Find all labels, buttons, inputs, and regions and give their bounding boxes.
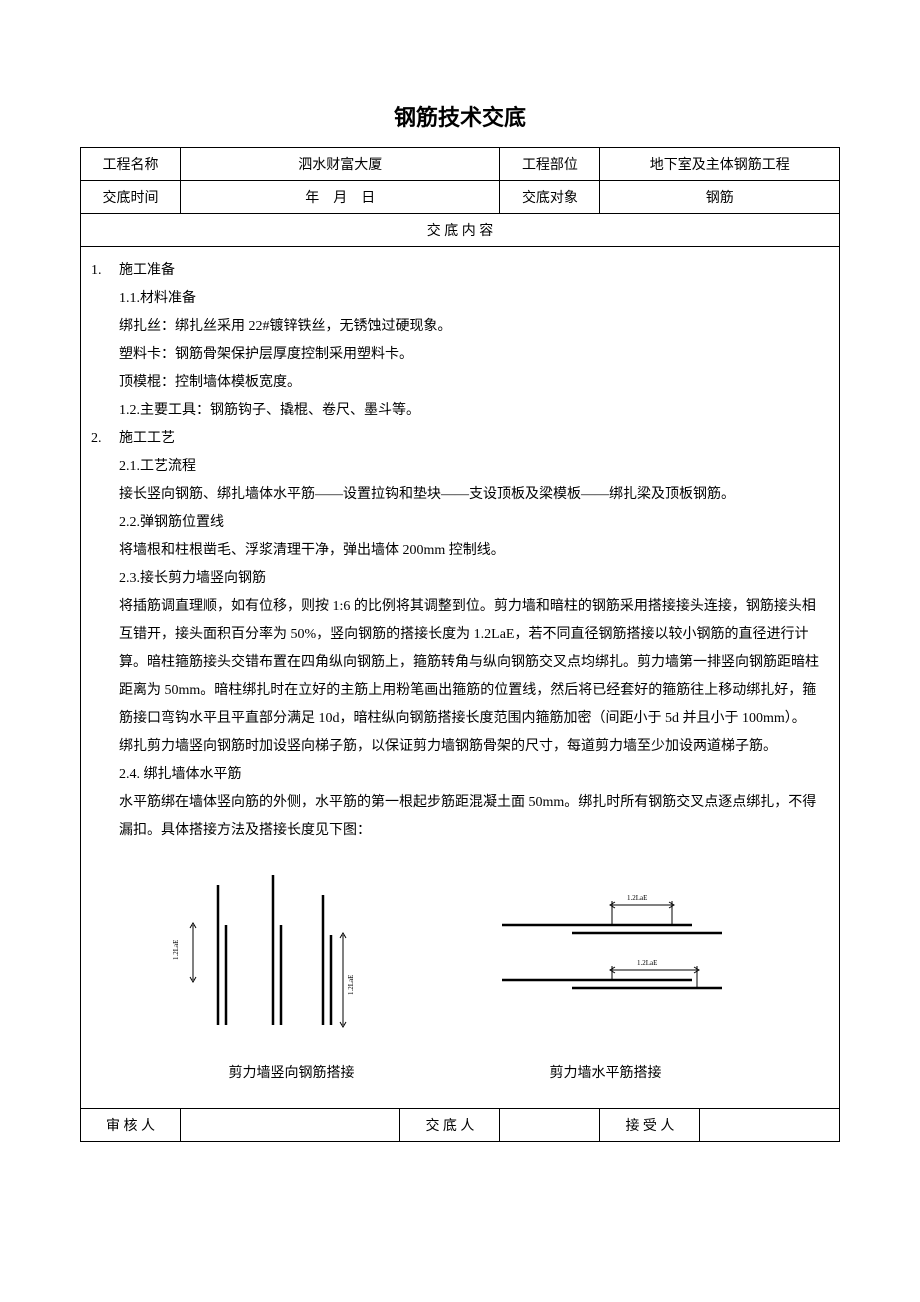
sec-2-1: 2.1.工艺流程 — [91, 453, 819, 481]
vertical-splice-diagram: 1.2LaE 1.2LaE — [158, 865, 378, 1045]
content-header: 交 底 内 容 — [81, 214, 840, 247]
sec-2-2-a: 将墙根和柱根凿毛、浮浆清理干净，弹出墙体 200mm 控制线。 — [91, 537, 819, 565]
page-title: 钢筋技术交底 — [80, 100, 840, 132]
target-label: 交底对象 — [500, 181, 600, 214]
target-value: 钢筋 — [600, 181, 840, 214]
project-name-label: 工程名称 — [81, 148, 181, 181]
num-2: 2. — [91, 425, 119, 453]
receiver-value — [700, 1109, 840, 1142]
svg-text:1.2LaE: 1.2LaE — [172, 940, 180, 960]
discloser-value — [500, 1109, 600, 1142]
time-label: 交底时间 — [81, 181, 181, 214]
sec-1-2: 1.2.主要工具：钢筋钩子、撬棍、卷尺、墨斗等。 — [91, 397, 819, 425]
sec-1-1-c: 顶模棍：控制墙体模板宽度。 — [91, 369, 819, 397]
project-part-label: 工程部位 — [500, 148, 600, 181]
captions: 剪力墙竖向钢筋搭接 剪力墙水平筋搭接 — [91, 1055, 819, 1098]
title-1: 施工准备 — [119, 257, 819, 285]
horizontal-splice-diagram: 1.2LaE 1.2LaE — [472, 875, 752, 1035]
reviewer-label: 审 核 人 — [81, 1109, 181, 1142]
content-body: 1. 施工准备 1.1.材料准备 绑扎丝：绑扎丝采用 22#镀锌铁丝，无锈蚀过硬… — [81, 247, 840, 1109]
diagram-area: 1.2LaE 1.2LaE — [91, 845, 819, 1055]
caption-1: 剪力墙竖向钢筋搭接 — [229, 1060, 355, 1088]
sec-1-1: 1.1.材料准备 — [91, 285, 819, 313]
svg-text:1.2LaE: 1.2LaE — [347, 975, 355, 995]
title-2: 施工工艺 — [119, 425, 819, 453]
svg-text:1.2LaE: 1.2LaE — [637, 959, 657, 967]
sec-2-4: 2.4. 绑扎墙体水平筋 — [91, 761, 819, 789]
sec-1-1-a: 绑扎丝：绑扎丝采用 22#镀锌铁丝，无锈蚀过硬现象。 — [91, 313, 819, 341]
discloser-label: 交 底 人 — [400, 1109, 500, 1142]
main-table: 工程名称 泗水财富大厦 工程部位 地下室及主体钢筋工程 交底时间 年 月 日 交… — [80, 147, 840, 1142]
project-name-value: 泗水财富大厦 — [181, 148, 500, 181]
sec-2-3-a: 将插筋调直理顺，如有位移，则按 1:6 的比例将其调整到位。剪力墙和暗柱的钢筋采… — [91, 593, 819, 761]
sec-2-2: 2.2.弹钢筋位置线 — [91, 509, 819, 537]
time-value: 年 月 日 — [181, 181, 500, 214]
sec-2-1-a: 接长竖向钢筋、绑扎墙体水平筋——设置拉钩和垫块——支设顶板及梁模板——绑扎梁及顶… — [91, 481, 819, 509]
project-part-value: 地下室及主体钢筋工程 — [600, 148, 840, 181]
svg-text:1.2LaE: 1.2LaE — [627, 894, 647, 902]
sec-1-1-b: 塑料卡：钢筋骨架保护层厚度控制采用塑料卡。 — [91, 341, 819, 369]
reviewer-value — [181, 1109, 400, 1142]
receiver-label: 接 受 人 — [600, 1109, 700, 1142]
caption-2: 剪力墙水平筋搭接 — [550, 1060, 662, 1088]
sec-2-3: 2.3.接长剪力墙竖向钢筋 — [91, 565, 819, 593]
num-1: 1. — [91, 257, 119, 285]
sec-2-4-a: 水平筋绑在墙体竖向筋的外侧，水平筋的第一根起步筋距混凝土面 50mm。绑扎时所有… — [91, 789, 819, 845]
